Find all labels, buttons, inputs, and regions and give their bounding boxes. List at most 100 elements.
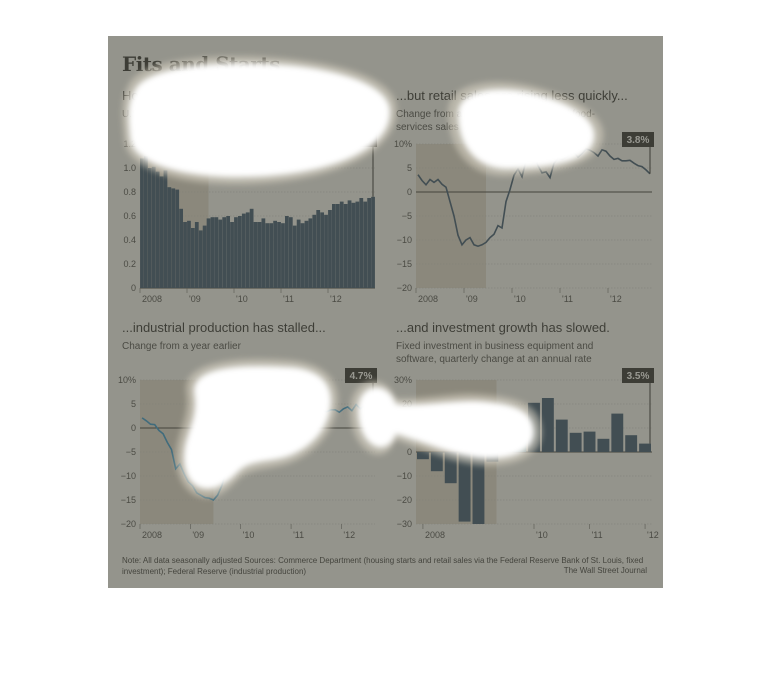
bar [277, 222, 281, 288]
y-tick-label: 1.2 [123, 139, 136, 149]
bar [241, 213, 246, 288]
x-tick-label: '12 [647, 530, 659, 540]
bar [316, 210, 321, 288]
x-tick-label: '12 [330, 294, 342, 304]
y-tick-label: 1.0 [123, 163, 136, 173]
y-tick-label: −5 [126, 447, 136, 457]
bar [147, 168, 152, 288]
y-tick-label: −20 [397, 495, 412, 505]
x-tick-label: '09 [189, 294, 201, 304]
bar [639, 443, 651, 452]
y-tick-label: 10% [118, 375, 136, 385]
bar [284, 216, 289, 288]
x-tick-label: '10 [236, 294, 248, 304]
y-tick-label: 0 [131, 423, 136, 433]
y-tick-label: −15 [397, 259, 412, 269]
bar [625, 435, 638, 452]
y-tick-label: −10 [397, 471, 412, 481]
bar [234, 217, 238, 288]
x-tick-label: '12 [610, 294, 622, 304]
bar [140, 158, 144, 288]
callout-label: 3.8% [627, 135, 650, 146]
bar [371, 196, 375, 288]
y-tick-label: 20 [402, 399, 412, 409]
bar [339, 201, 344, 288]
bar [151, 166, 156, 288]
callout-label: 3.5% [627, 371, 650, 382]
bar [222, 217, 227, 288]
bar [206, 218, 211, 288]
bar [597, 438, 610, 452]
y-tick-label: 5 [407, 163, 412, 173]
bar [218, 219, 223, 288]
bar [320, 212, 325, 288]
bar [183, 222, 187, 288]
bar [143, 156, 148, 288]
bar [430, 452, 443, 472]
bar [198, 230, 203, 288]
y-tick-label: −10 [397, 235, 412, 245]
y-tick-label: 0 [407, 187, 412, 197]
x-tick-label: '10 [536, 530, 548, 540]
bar [214, 217, 219, 288]
bar [226, 216, 231, 288]
bar [167, 187, 172, 288]
y-tick-label: −30 [397, 519, 412, 529]
y-tick-label: 10% [394, 139, 412, 149]
bar [417, 452, 429, 460]
bar [331, 204, 336, 288]
x-tick-label: '11 [283, 294, 294, 304]
bar [328, 210, 332, 288]
y-tick-label: 0.8 [123, 187, 136, 197]
x-tick-label: '09 [192, 530, 204, 540]
bar [472, 452, 485, 524]
bar [292, 225, 297, 288]
bar [541, 398, 554, 452]
bar [230, 222, 234, 288]
bar [312, 214, 317, 288]
bar [308, 218, 313, 288]
bar [355, 201, 360, 288]
bar [159, 176, 164, 288]
x-tick-label: '12 [343, 530, 355, 540]
bar [269, 223, 274, 288]
bar [359, 198, 364, 288]
bar [583, 431, 596, 452]
y-tick-label: −10 [121, 471, 136, 481]
bar [253, 222, 258, 288]
bar [163, 170, 168, 288]
infographic: Fits and Starts Housing appears to be re… [108, 36, 663, 588]
x-tick-label: '11 [562, 294, 573, 304]
x-tick-label: 2008 [418, 294, 438, 304]
bar [273, 220, 278, 288]
bar [245, 212, 250, 288]
x-tick-label: '10 [514, 294, 526, 304]
y-tick-label: 0 [131, 283, 136, 293]
y-tick-label: 10 [402, 423, 412, 433]
bar [187, 220, 191, 288]
bar [444, 452, 457, 484]
bar [528, 402, 540, 452]
x-tick-label: 2008 [142, 530, 162, 540]
x-tick-label: '11 [592, 530, 603, 540]
bar [288, 217, 293, 288]
y-tick-label: −20 [397, 283, 412, 293]
bar [304, 220, 309, 288]
bar [179, 208, 184, 288]
chart-4: 30% 20 10 0 −10 −20 −30 2008 '10 '11 '12 3.5% [394, 368, 659, 540]
bar [611, 413, 624, 452]
bar [190, 228, 195, 288]
bar [335, 204, 340, 288]
bar [324, 214, 328, 288]
y-tick-label: −5 [402, 211, 412, 221]
bar [237, 216, 242, 288]
chart-2: 10% 5 0 −5 −10 −15 −20 2008 '09 '10 '11 '12 3.8% [394, 132, 654, 304]
bar [202, 225, 207, 288]
bar [194, 222, 199, 288]
bar [296, 219, 301, 288]
chart-3: 10% 5 0 −5 −10 −15 −20 2008 '09 '10 '11 '12 4.7% [118, 368, 377, 540]
bar [261, 218, 266, 288]
bar [486, 452, 499, 462]
callout-label: 760,000 [334, 135, 371, 146]
bar [347, 200, 352, 288]
